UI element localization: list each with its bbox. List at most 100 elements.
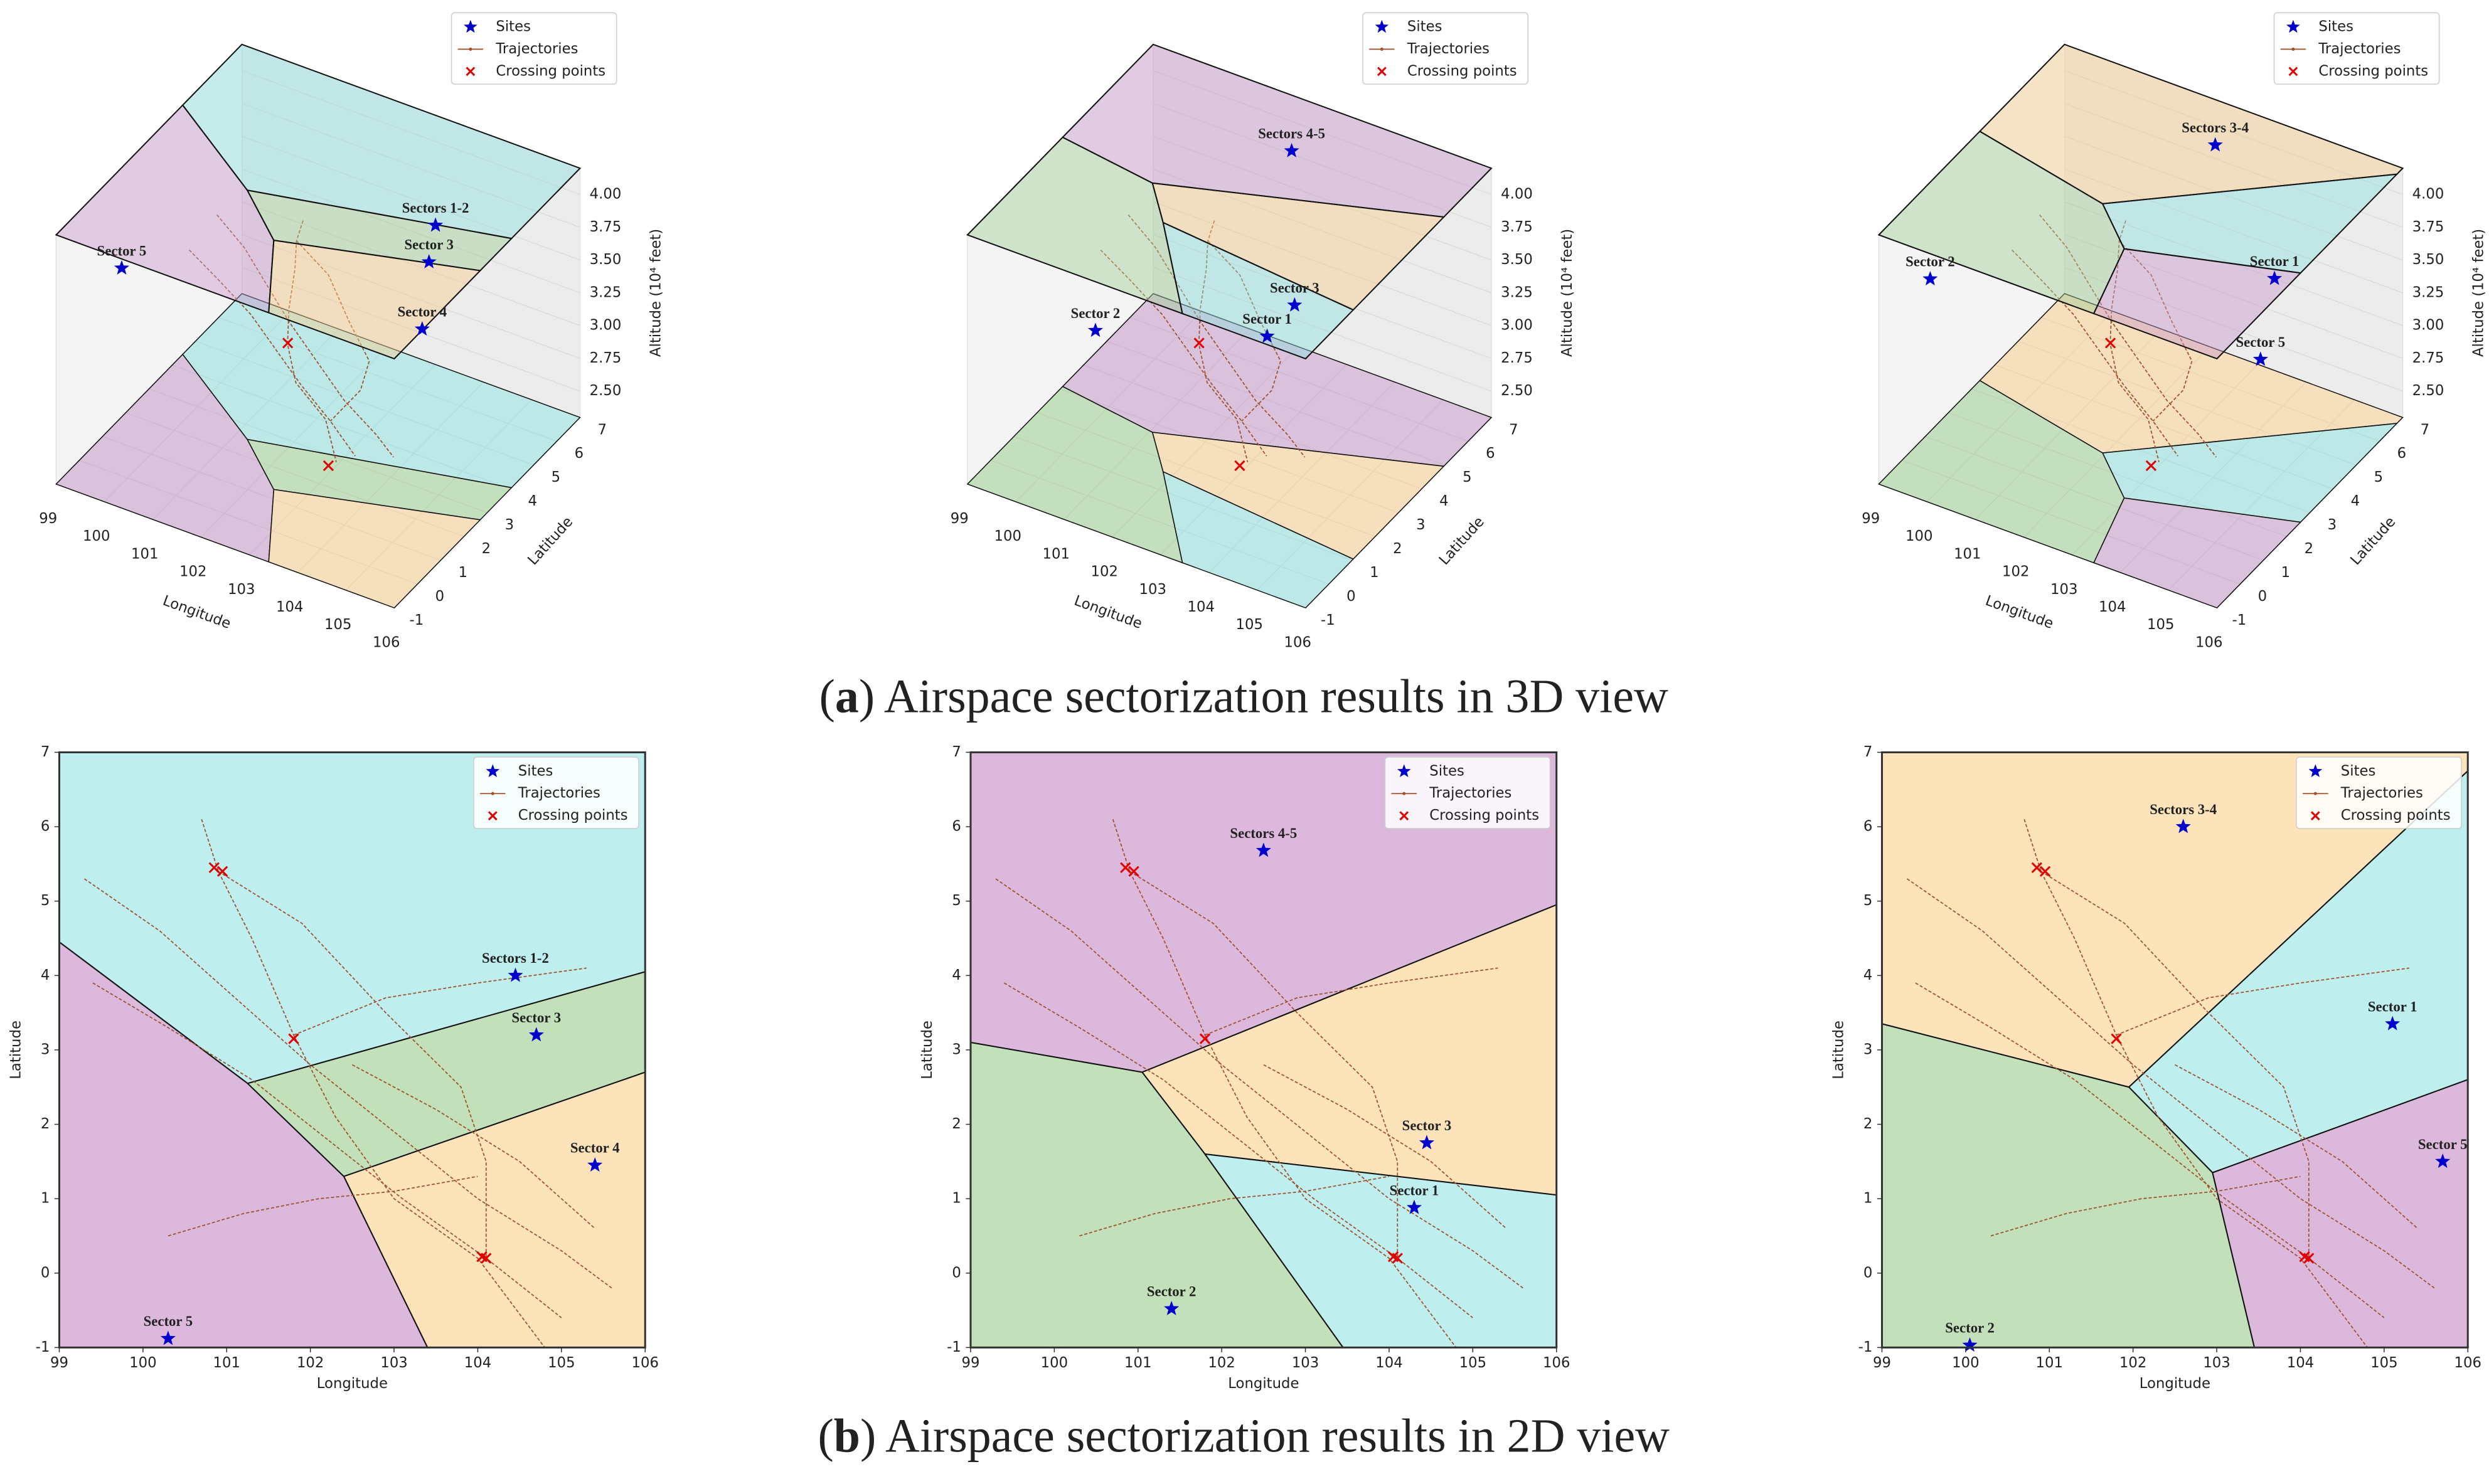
grid-line (2064, 103, 2403, 228)
sector-top (1162, 221, 1355, 360)
legend-marker (2291, 47, 2295, 51)
x-tick-label: 102 (297, 1355, 324, 1371)
site-marker (1164, 1301, 1180, 1315)
z-tick-label: 3.75 (590, 219, 622, 235)
x-tick-label: 102 (2002, 564, 2029, 580)
trajectory (2109, 220, 2160, 462)
grid-line (1153, 135, 1492, 261)
x-tick-label: 99 (1862, 511, 1880, 527)
legend-box (1362, 12, 1528, 85)
site-marker (1087, 322, 1104, 337)
x-tick-label: 100 (1952, 1355, 1979, 1371)
y-tick-label: 1 (459, 564, 467, 581)
x-tick-label: 104 (2287, 1355, 2314, 1371)
legend-marker (1397, 764, 1411, 778)
caption-text: ) Airspace sectorization results in 2D v… (860, 1410, 1670, 1463)
trajectory (2040, 871, 2310, 1259)
x-tick-label: 99 (50, 1355, 68, 1371)
x-axis-label: Longitude (1072, 593, 1144, 632)
trajectory (351, 1064, 595, 1229)
site-label: Sector 5 (2236, 334, 2286, 350)
x-tick-label: 105 (324, 617, 351, 633)
y-tick-label: 0 (1346, 588, 1355, 605)
y-tick-label: 5 (1863, 893, 1872, 909)
y-tick-label: 3 (41, 1041, 50, 1057)
site-marker (1962, 1337, 1978, 1352)
y-tick-label: -1 (947, 1339, 961, 1355)
legend-marker (2313, 792, 2317, 795)
trajectory (216, 214, 394, 458)
y-tick-label: 2 (1393, 541, 1402, 557)
y-tick-label: 6 (575, 445, 584, 462)
trajectory (1100, 249, 1267, 457)
legend-label: Trajectories (1429, 785, 1511, 802)
x-axis-label: Longitude (161, 593, 233, 632)
site-label: Sectors 1-2 (402, 200, 469, 216)
grid-line (2064, 168, 2403, 294)
legend-marker (1399, 811, 1409, 821)
site-marker (1255, 842, 1271, 857)
z-tick-label: 2.75 (1501, 350, 1533, 366)
site-label: Sectors 1-2 (482, 950, 549, 966)
legend-marker (2308, 764, 2323, 778)
z-tick-label: 4.00 (2412, 186, 2444, 203)
crossing-point (1234, 460, 1245, 472)
legend-label: Sites (496, 19, 531, 35)
crossing-point (1199, 1033, 1211, 1044)
x-tick-label: 100 (129, 1355, 156, 1371)
trajectory (1907, 878, 2435, 1289)
y-tick-label: 2 (952, 1116, 961, 1132)
grid-line (242, 201, 580, 326)
z-axis-label: Altitude (10⁴ feet) (2470, 229, 2486, 357)
y-tick-label: 6 (952, 819, 961, 835)
legend-marker (488, 811, 498, 821)
y-tick-label: 0 (435, 588, 444, 605)
site-marker (428, 217, 444, 232)
z-tick-label: 2.75 (2412, 350, 2444, 366)
y-tick-label: 7 (598, 421, 607, 438)
z-tick-label: 3.00 (1501, 317, 1533, 334)
site-marker (2175, 819, 2191, 834)
y-tick-label: 5 (1463, 469, 1471, 485)
crossing-point (1392, 1253, 1403, 1264)
x-tick-label: 103 (228, 581, 255, 598)
trajectory (995, 878, 1523, 1289)
y-tick-label: 2 (482, 541, 491, 557)
site-label: Sector 1 (1242, 311, 1292, 327)
crossing-point (216, 866, 228, 877)
legend-box (450, 12, 617, 85)
y-tick-label: -1 (1321, 612, 1335, 628)
trajectory (1079, 1175, 1390, 1237)
x-tick-label: 102 (1091, 564, 1118, 580)
y-tick-label: 5 (952, 893, 961, 909)
site-label: Sector 3 (512, 1010, 562, 1026)
x-tick-label: 106 (2195, 634, 2222, 650)
y-tick-label: 3 (952, 1041, 961, 1057)
y-tick-label: 6 (1486, 445, 1495, 462)
x-tick-label: 105 (1236, 617, 1263, 633)
z-tick-label: 3.75 (1501, 219, 1533, 235)
y-tick-label: 2 (41, 1116, 50, 1132)
x-tick-label: 103 (2050, 581, 2077, 598)
y-tick-label: 7 (1863, 744, 1872, 760)
site-label: Sectors 3-4 (2182, 120, 2249, 135)
site-marker (2385, 1015, 2401, 1031)
z-tick-label: 3.75 (2412, 219, 2444, 235)
caption: (b) Airspace sectorization results in 2D… (818, 1410, 1670, 1463)
legend-label: Crossing points (496, 63, 605, 79)
site-label: Sector 1 (1390, 1182, 1439, 1198)
x-tick-label: 101 (131, 546, 158, 562)
y-tick-label: 5 (41, 893, 50, 909)
legend-label: Sites (2318, 19, 2353, 35)
y-tick-label: 5 (552, 469, 560, 485)
crossing-point (1120, 862, 1131, 873)
x-tick-label: 104 (276, 599, 303, 615)
x-tick-label: 99 (951, 511, 969, 527)
grid-line (1153, 103, 1492, 228)
site-marker (1287, 297, 1303, 312)
crossing-point (2039, 866, 2051, 877)
legend-marker (2286, 19, 2300, 33)
legend-marker (491, 792, 494, 795)
crossing-point (2303, 1253, 2315, 1264)
